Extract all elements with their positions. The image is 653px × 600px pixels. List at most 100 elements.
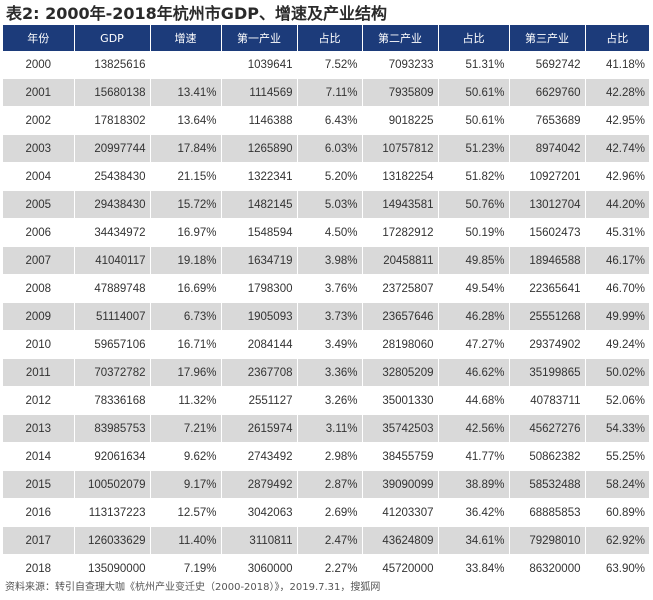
cell-primary-share: 2.98%: [297, 442, 363, 471]
cell-year: 2012: [3, 386, 75, 415]
cell-secondary-share: 50.19%: [438, 218, 510, 247]
table-row: 2007 41040117 19.18% 1634719 3.98% 20458811 49…: [3, 246, 649, 275]
cell-tertiary: 18946588: [509, 246, 586, 275]
cell-primary-share: 2.47%: [297, 526, 363, 555]
table-row: 2013 83985753 7.21% 2615974 3.11% 35742503 42.…: [3, 414, 649, 443]
cell-gdp: 70372782: [74, 358, 151, 387]
cell-secondary-share: 46.62%: [438, 358, 510, 387]
cell-primary: 2551127: [221, 386, 298, 415]
cell-tertiary: 50862382: [509, 442, 586, 471]
cell-secondary: 23725807: [362, 274, 439, 303]
cell-growth: 17.84%: [150, 134, 222, 163]
column-header-year: 年份: [3, 25, 75, 51]
cell-primary-share: 6.03%: [297, 134, 363, 163]
cell-growth: 21.15%: [150, 162, 222, 191]
cell-tertiary: 86320000: [509, 554, 586, 583]
cell-primary-share: 7.52%: [297, 51, 363, 79]
cell-growth: 11.40%: [150, 526, 222, 555]
cell-secondary-share: 36.42%: [438, 498, 510, 527]
cell-primary: 1322341: [221, 162, 298, 191]
cell-secondary-share: 42.56%: [438, 414, 510, 443]
cell-growth: 11.32%: [150, 386, 222, 415]
cell-gdp: 20997744: [74, 134, 151, 163]
cell-year: 2005: [3, 190, 75, 219]
cell-year: 2015: [3, 470, 75, 499]
table-header-row: 年份 GDP 增速 第一产业 占比 第二产业 占比 第三产业 占比: [3, 25, 649, 51]
cell-primary-share: 3.36%: [297, 358, 363, 387]
cell-gdp: 29438430: [74, 190, 151, 219]
cell-year: 2011: [3, 358, 75, 387]
column-header-secondary: 第二产业: [362, 25, 439, 51]
cell-tertiary-share: 62.92%: [585, 526, 649, 555]
table-row: 2014 92061634 9.62% 2743492 2.98% 38455759 41.…: [3, 442, 649, 471]
cell-primary-share: 2.27%: [297, 554, 363, 583]
cell-growth: 16.71%: [150, 330, 222, 359]
cell-secondary: 35001330: [362, 386, 439, 415]
cell-primary-share: 3.26%: [297, 386, 363, 415]
table-row: 2005 29438430 15.72% 1482145 5.03% 14943581 50…: [3, 190, 649, 219]
cell-primary: 1146388: [221, 106, 298, 135]
cell-primary: 1114569: [221, 78, 298, 107]
table-row: 2016 113137223 12.57% 3042063 2.69% 41203307 3…: [3, 498, 649, 527]
cell-gdp: 100502079: [74, 470, 151, 499]
cell-secondary-share: 49.85%: [438, 246, 510, 275]
cell-primary: 2367708: [221, 358, 298, 387]
cell-secondary: 38455759: [362, 442, 439, 471]
cell-year: 2003: [3, 134, 75, 163]
cell-secondary: 14943581: [362, 190, 439, 219]
cell-primary: 2084144: [221, 330, 298, 359]
cell-tertiary: 45627276: [509, 414, 586, 443]
cell-primary: 2615974: [221, 414, 298, 443]
cell-tertiary-share: 63.90%: [585, 554, 649, 583]
cell-secondary: 13182254: [362, 162, 439, 191]
cell-secondary: 9018225: [362, 106, 439, 135]
cell-secondary: 32805209: [362, 358, 439, 387]
cell-tertiary: 40783711: [509, 386, 586, 415]
cell-secondary: 43624809: [362, 526, 439, 555]
cell-gdp: 92061634: [74, 442, 151, 471]
cell-tertiary: 68885853: [509, 498, 586, 527]
cell-growth: [150, 51, 222, 79]
cell-tertiary: 6629760: [509, 78, 586, 107]
cell-tertiary-share: 49.99%: [585, 302, 649, 331]
cell-year: 2016: [3, 498, 75, 527]
cell-primary: 2743492: [221, 442, 298, 471]
cell-tertiary-share: 46.70%: [585, 274, 649, 303]
cell-year: 2000: [3, 51, 75, 79]
cell-gdp: 41040117: [74, 246, 151, 275]
cell-growth: 6.73%: [150, 302, 222, 331]
cell-growth: 15.72%: [150, 190, 222, 219]
cell-primary: 1548594: [221, 218, 298, 247]
cell-growth: 19.18%: [150, 246, 222, 275]
table-row: 2006 34434972 16.97% 1548594 4.50% 17282912 50…: [3, 218, 649, 247]
cell-secondary-share: 41.77%: [438, 442, 510, 471]
cell-year: 2018: [3, 554, 75, 583]
cell-gdp: 13825616: [74, 51, 151, 79]
cell-secondary: 7935809: [362, 78, 439, 107]
cell-growth: 7.21%: [150, 414, 222, 443]
cell-secondary-share: 50.61%: [438, 78, 510, 107]
cell-tertiary: 22365641: [509, 274, 586, 303]
cell-primary-share: 5.03%: [297, 190, 363, 219]
column-header-tertiary-share: 占比: [585, 25, 649, 51]
cell-gdp: 51114007: [74, 302, 151, 331]
cell-tertiary: 58532488: [509, 470, 586, 499]
cell-tertiary: 8974042: [509, 134, 586, 163]
cell-secondary: 10757812: [362, 134, 439, 163]
cell-gdp: 17818302: [74, 106, 151, 135]
table-row: 2001 15680138 13.41% 1114569 7.11% 7935809 50.…: [3, 78, 649, 107]
cell-primary: 3042063: [221, 498, 298, 527]
cell-gdp: 78336168: [74, 386, 151, 415]
cell-tertiary: 7653689: [509, 106, 586, 135]
cell-primary: 3060000: [221, 554, 298, 583]
cell-secondary-share: 46.28%: [438, 302, 510, 331]
cell-primary: 1265890: [221, 134, 298, 163]
cell-primary-share: 6.43%: [297, 106, 363, 135]
column-header-secondary-share: 占比: [438, 25, 510, 51]
cell-growth: 13.41%: [150, 78, 222, 107]
cell-tertiary-share: 60.89%: [585, 498, 649, 527]
cell-secondary: 17282912: [362, 218, 439, 247]
cell-growth: 17.96%: [150, 358, 222, 387]
cell-primary: 1482145: [221, 190, 298, 219]
cell-year: 2004: [3, 162, 75, 191]
